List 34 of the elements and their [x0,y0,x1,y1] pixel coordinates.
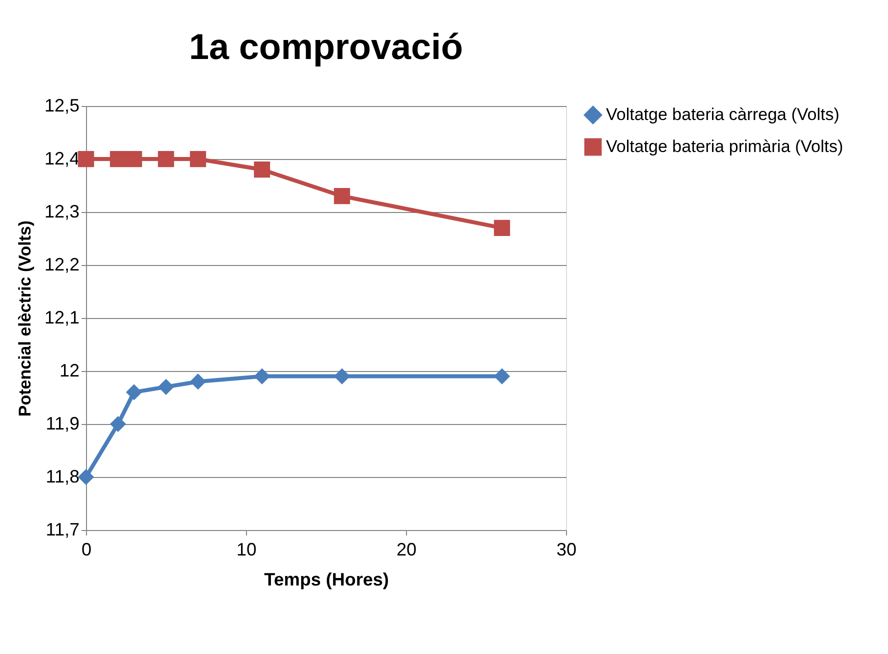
point [494,368,510,384]
x-tick-label: 0 [81,540,92,560]
legend-label: Voltatge bateria primària (Volts) [606,137,844,156]
point [254,368,270,384]
x-tick-label: 10 [236,540,257,560]
point [254,162,270,178]
y-tick-label: 12,3 [44,202,80,222]
point [190,150,206,168]
y-tick-label: 11,9 [46,414,80,434]
y-tick-label: 12,5 [44,96,80,116]
x-axis-title: Temps (Hores) [264,570,389,590]
y-axis-title: Potencial elèctric (Volts) [15,220,34,417]
y-tick-label: 12 [59,360,80,380]
point [126,384,142,400]
point [158,150,174,168]
chart-title: 1a comprovació [188,26,464,67]
point [110,416,126,432]
point [494,220,510,236]
y-tick-label: 11,8 [46,466,80,486]
y-tick-label: 12,1 [44,308,80,328]
legend-label: Voltatge bateria càrrega (Volts) [606,105,840,124]
x-tick-label: 30 [556,540,577,560]
y-tick-label: 12,4 [44,148,80,168]
point [334,368,350,384]
y-tick-label: 11,7 [46,520,80,540]
point [78,468,94,486]
point [78,150,94,168]
point [158,378,174,395]
point [110,150,126,168]
y-tick-label: 12,2 [44,254,80,274]
point [190,374,206,390]
point [334,188,350,204]
x-tick-label: 20 [396,540,417,560]
point [126,150,142,168]
